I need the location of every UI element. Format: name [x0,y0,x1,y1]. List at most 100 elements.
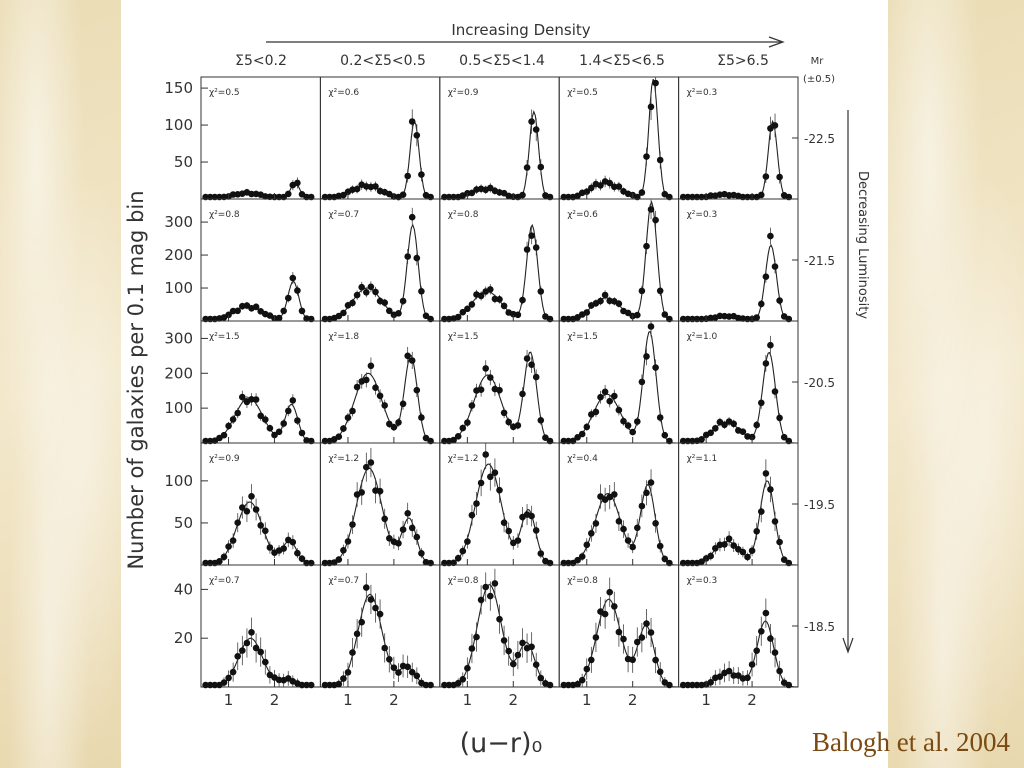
data-point [225,311,232,319]
data-point [532,661,540,668]
data-point [482,451,490,458]
data-point [464,419,471,426]
data-point [758,191,765,199]
data-point [583,188,591,195]
data-point [275,314,283,322]
data-point [638,378,646,386]
data-point [372,604,379,612]
data-point [606,179,613,187]
data-point [464,664,471,672]
data-point [289,274,297,282]
data-point [252,506,260,513]
x-tick-label: 2 [509,691,519,709]
x-tick-label: 1 [224,691,234,709]
data-point [367,596,375,603]
data-point [349,299,356,307]
data-point [262,527,269,535]
mag-label: -22.5 [804,132,835,146]
data-point [257,522,264,529]
data-point [473,633,480,641]
chi2-label: χ²=0.6 [567,210,598,220]
data-point [496,486,503,494]
data-point [523,355,531,362]
density-arrow-head [768,36,785,48]
data-point [399,526,407,533]
data-point [335,556,343,563]
data-point [372,288,379,296]
data-point [583,309,591,316]
data-point [248,493,255,500]
data-point [395,419,402,426]
data-point [776,538,783,546]
data-point [546,681,554,689]
data-point [620,635,627,643]
data-point [767,486,774,493]
data-point [285,407,292,415]
data-point [647,103,655,111]
chi2-label: χ²=0.5 [209,88,240,98]
data-point [381,299,389,307]
data-point [280,420,287,427]
data-point [574,680,581,688]
data-point [629,428,636,436]
data-point [767,341,774,349]
y-tick-label: 100 [164,116,193,134]
data-point [523,164,531,171]
data-point [611,603,618,610]
data-point [239,393,246,401]
mag-label: -20.5 [804,376,835,390]
x-tick-label: 2 [747,691,757,709]
data-point [624,537,632,544]
fit-curve [439,351,560,444]
data-point [684,681,692,689]
data-point [712,545,719,552]
data-point [698,558,705,565]
data-point [349,649,356,656]
data-point [252,396,260,403]
data-point [353,185,361,193]
data-point [574,556,581,564]
chi2-label: χ²=1.5 [448,332,479,342]
chi2-label: χ²=1.5 [567,332,598,342]
column-label-4: 1.4<Σ5<6.5 [579,53,665,69]
fit-curve [201,280,321,322]
data-point [340,191,347,199]
data-point [514,311,522,319]
data-point [367,362,375,370]
data-point [656,156,664,164]
data-point [762,273,770,281]
data-point [376,610,384,618]
data-point [225,422,232,430]
data-point [298,681,306,689]
data-point [353,291,361,299]
data-point [399,191,407,198]
data-point [578,553,586,560]
x-axis-label: (u−r)₀ [460,728,543,759]
paper-texture-right [888,0,1024,768]
data-point [386,420,393,428]
data-point [408,357,416,364]
data-point [647,629,655,636]
chi2-label: χ²=1.2 [448,454,479,464]
data-point [252,303,260,311]
data-point [450,436,457,444]
data-point [647,206,655,213]
data-point [340,309,347,317]
data-point [532,527,540,534]
data-point [647,479,655,486]
data-point [206,681,214,689]
data-point [638,287,646,295]
data-point [707,552,714,560]
data-point [477,479,485,487]
data-point [666,681,673,689]
data-point [243,508,251,515]
data-point [234,409,241,417]
data-point [298,429,306,437]
chi2-label: χ²=0.4 [567,454,598,464]
data-point [262,658,269,666]
chi2-label: χ²=0.8 [448,576,479,586]
data-point [372,384,379,392]
data-point [266,544,274,551]
data-point [386,656,393,663]
